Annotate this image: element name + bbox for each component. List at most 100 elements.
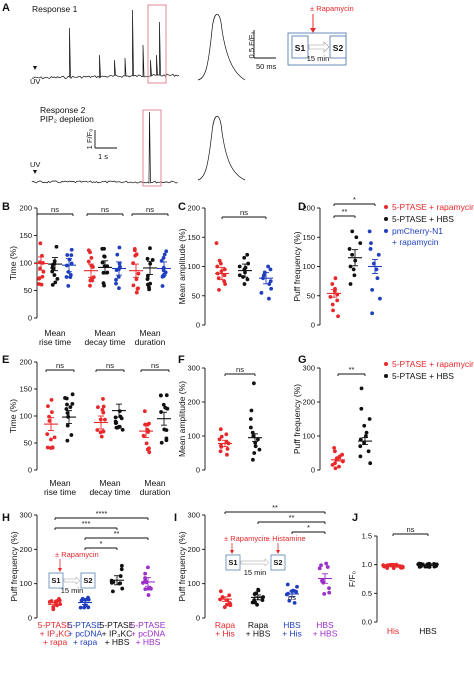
panel-f-series-1-point — [253, 444, 258, 449]
panel-i-protocol-arrow-icon — [240, 558, 270, 567]
panel-f-significance: ns — [236, 365, 244, 374]
panel-g-y-tick-label: 300 — [302, 364, 315, 373]
uv-label-1: UV — [30, 77, 40, 86]
panel-b-group-0-series-1-point — [51, 266, 56, 271]
panel-b-x-label-2: Mean duration — [135, 328, 166, 347]
panel-f-series-0-point — [225, 452, 229, 457]
panel-b-group-2-series-1-point — [148, 246, 152, 251]
panel-c-series-2-point — [268, 279, 273, 284]
panel-h-y-tick-label: 200 — [19, 545, 32, 554]
panel-h-series-0-point — [47, 599, 52, 604]
panel-e-group-0-series-1-point — [65, 411, 70, 415]
legend-b-marker-2 — [384, 229, 388, 233]
panel-d-series-0-point — [331, 308, 335, 313]
panel-b-group-1-series-1-point — [100, 260, 105, 265]
panel-e-group-0-series-1-point — [70, 402, 75, 406]
panel-h-x-label-1-line: 5-PTASE — [68, 620, 103, 630]
panel-b-group-2-series-0-point — [136, 271, 141, 276]
panel-b-group-1-series-2-point — [116, 275, 121, 279]
panel-e-group-2-series-0-point — [142, 409, 147, 414]
panel-b-group-2-series-0-point — [133, 253, 138, 258]
panel-f-series-1-point — [251, 381, 256, 386]
panel-e-group-0-series-0-point — [46, 404, 50, 409]
panel-j-y-tick-label: 0.5 — [362, 589, 372, 598]
panel-h-series-2-point — [119, 567, 124, 572]
panel-e-group-2-series-0-point — [144, 441, 149, 446]
panel-b-group-2-series-2-point — [161, 256, 166, 260]
panel-e-group-2-significance: ns — [151, 361, 159, 370]
panel-h-min15-label: 15 min — [61, 586, 84, 595]
uv-label-2: UV — [30, 160, 40, 169]
panel-h-series-2-point — [119, 563, 124, 568]
panel-d-y-tick-label: 50 — [307, 291, 315, 300]
panel-i-series-1-point — [256, 588, 261, 593]
panel-i-s2-box — [270, 554, 286, 571]
panel-c-y-tick-label: 50 — [192, 291, 200, 300]
panel-b-group-1-series-1-point — [102, 254, 107, 259]
panel-h-x-label-2-line: 5-PTASE — [100, 620, 135, 630]
panel-c-series-2-point — [261, 273, 266, 278]
panel-h-x-label-0-line: + rapa — [43, 637, 68, 647]
panel-e-y-tick-label: 200 — [19, 358, 32, 367]
panel-e-group-0-series-1-point — [65, 423, 70, 428]
panel-b-group-2-series-0-point — [131, 283, 136, 288]
panel-b-y-tick-label: 100 — [19, 259, 32, 268]
panel-e-group-2-series-0-point — [141, 433, 146, 438]
panel-a-letter: A — [2, 2, 10, 14]
rapamycin-arrow-icon — [310, 28, 316, 33]
panel-g-y-tick-label: 100 — [302, 432, 315, 441]
panel-i-series-3-point — [324, 561, 329, 566]
panel-g-series-0-point — [337, 464, 341, 469]
panel-h-y-tick-label: 0 — [28, 614, 32, 623]
panel-c-y-tick-label: 100 — [187, 262, 200, 271]
panel-c-series-2-point — [268, 267, 273, 272]
panel-h-series-2-point — [110, 589, 115, 594]
panel-e-group-1-series-1-point — [120, 427, 125, 432]
panel-c-letter: C — [178, 201, 186, 213]
panel-b-y-label: Time (%) — [8, 246, 18, 280]
panel-e-group-0-series-1-point — [63, 396, 67, 400]
panel-h-x-label-1-line: + rapa — [73, 637, 98, 647]
panel-h-series-3-point — [146, 565, 150, 570]
panel-b-group-0-series-0-point — [37, 276, 42, 281]
panel-f-letter: F — [178, 354, 185, 366]
panel-e-y-tick-label: 0 — [28, 466, 32, 475]
panel-h-s2-label: S2 — [83, 576, 92, 585]
panel-d-series-1-point — [358, 241, 363, 246]
panel-i-x-label-3-line: + HBS — [313, 629, 338, 639]
response-1-highlight-box — [147, 4, 167, 84]
panel-e-group-2-series-1-point — [165, 406, 170, 411]
legend-g-entry-0: 5-PTASE + rapamycin — [392, 359, 474, 369]
panel-e-group-2-series-1-point — [164, 438, 169, 443]
panel-b-group-0-series-2-point — [69, 247, 74, 252]
panel-e-group-2-series-1-point — [164, 393, 169, 398]
panel-e-group-0-series-0-point — [45, 445, 50, 450]
panel-e-x-label-1-line: decay time — [89, 487, 130, 497]
panel-d-series-2-point — [378, 296, 382, 301]
panel-b-group-0-series-2-point — [64, 275, 69, 279]
panel-j-series-0-point — [400, 565, 404, 570]
panel-c-series-0-point — [222, 279, 227, 284]
panel-h-series-2-point — [120, 586, 125, 591]
min15-label: 15 min — [307, 54, 330, 63]
panel-i-x-label-3: HBS + HBS — [313, 620, 338, 639]
panel-g-significance: ** — [349, 365, 355, 374]
panel-b-x-label-1: Mean decay time — [84, 328, 125, 347]
panel-b-group-1-series-0-point — [91, 265, 95, 269]
panel-b-group-2-series-0-point — [134, 277, 139, 282]
panel-e-group-2-series-0-point — [147, 450, 152, 455]
panel-b-group-1-series-2-point — [115, 252, 120, 257]
panel-c-series-0-point — [216, 276, 221, 281]
panel-e-group-1-series-0-point — [99, 434, 104, 439]
panel-g-series-1-point — [358, 444, 363, 449]
scale-bar-ms-label: 50 ms — [256, 62, 277, 71]
panel-c-series-1-point — [243, 265, 248, 270]
panel-h-protocol-arrow-icon — [63, 576, 81, 585]
panel-f-series-1-point — [249, 408, 254, 413]
panel-f-series-0-point — [219, 443, 223, 448]
panel-b-group-0-series-2-point — [68, 275, 73, 279]
panel-d-series-2-point — [370, 311, 375, 316]
panel-e-group-0-series-0-point — [47, 419, 52, 423]
panel-c-series-1-point — [237, 273, 242, 278]
